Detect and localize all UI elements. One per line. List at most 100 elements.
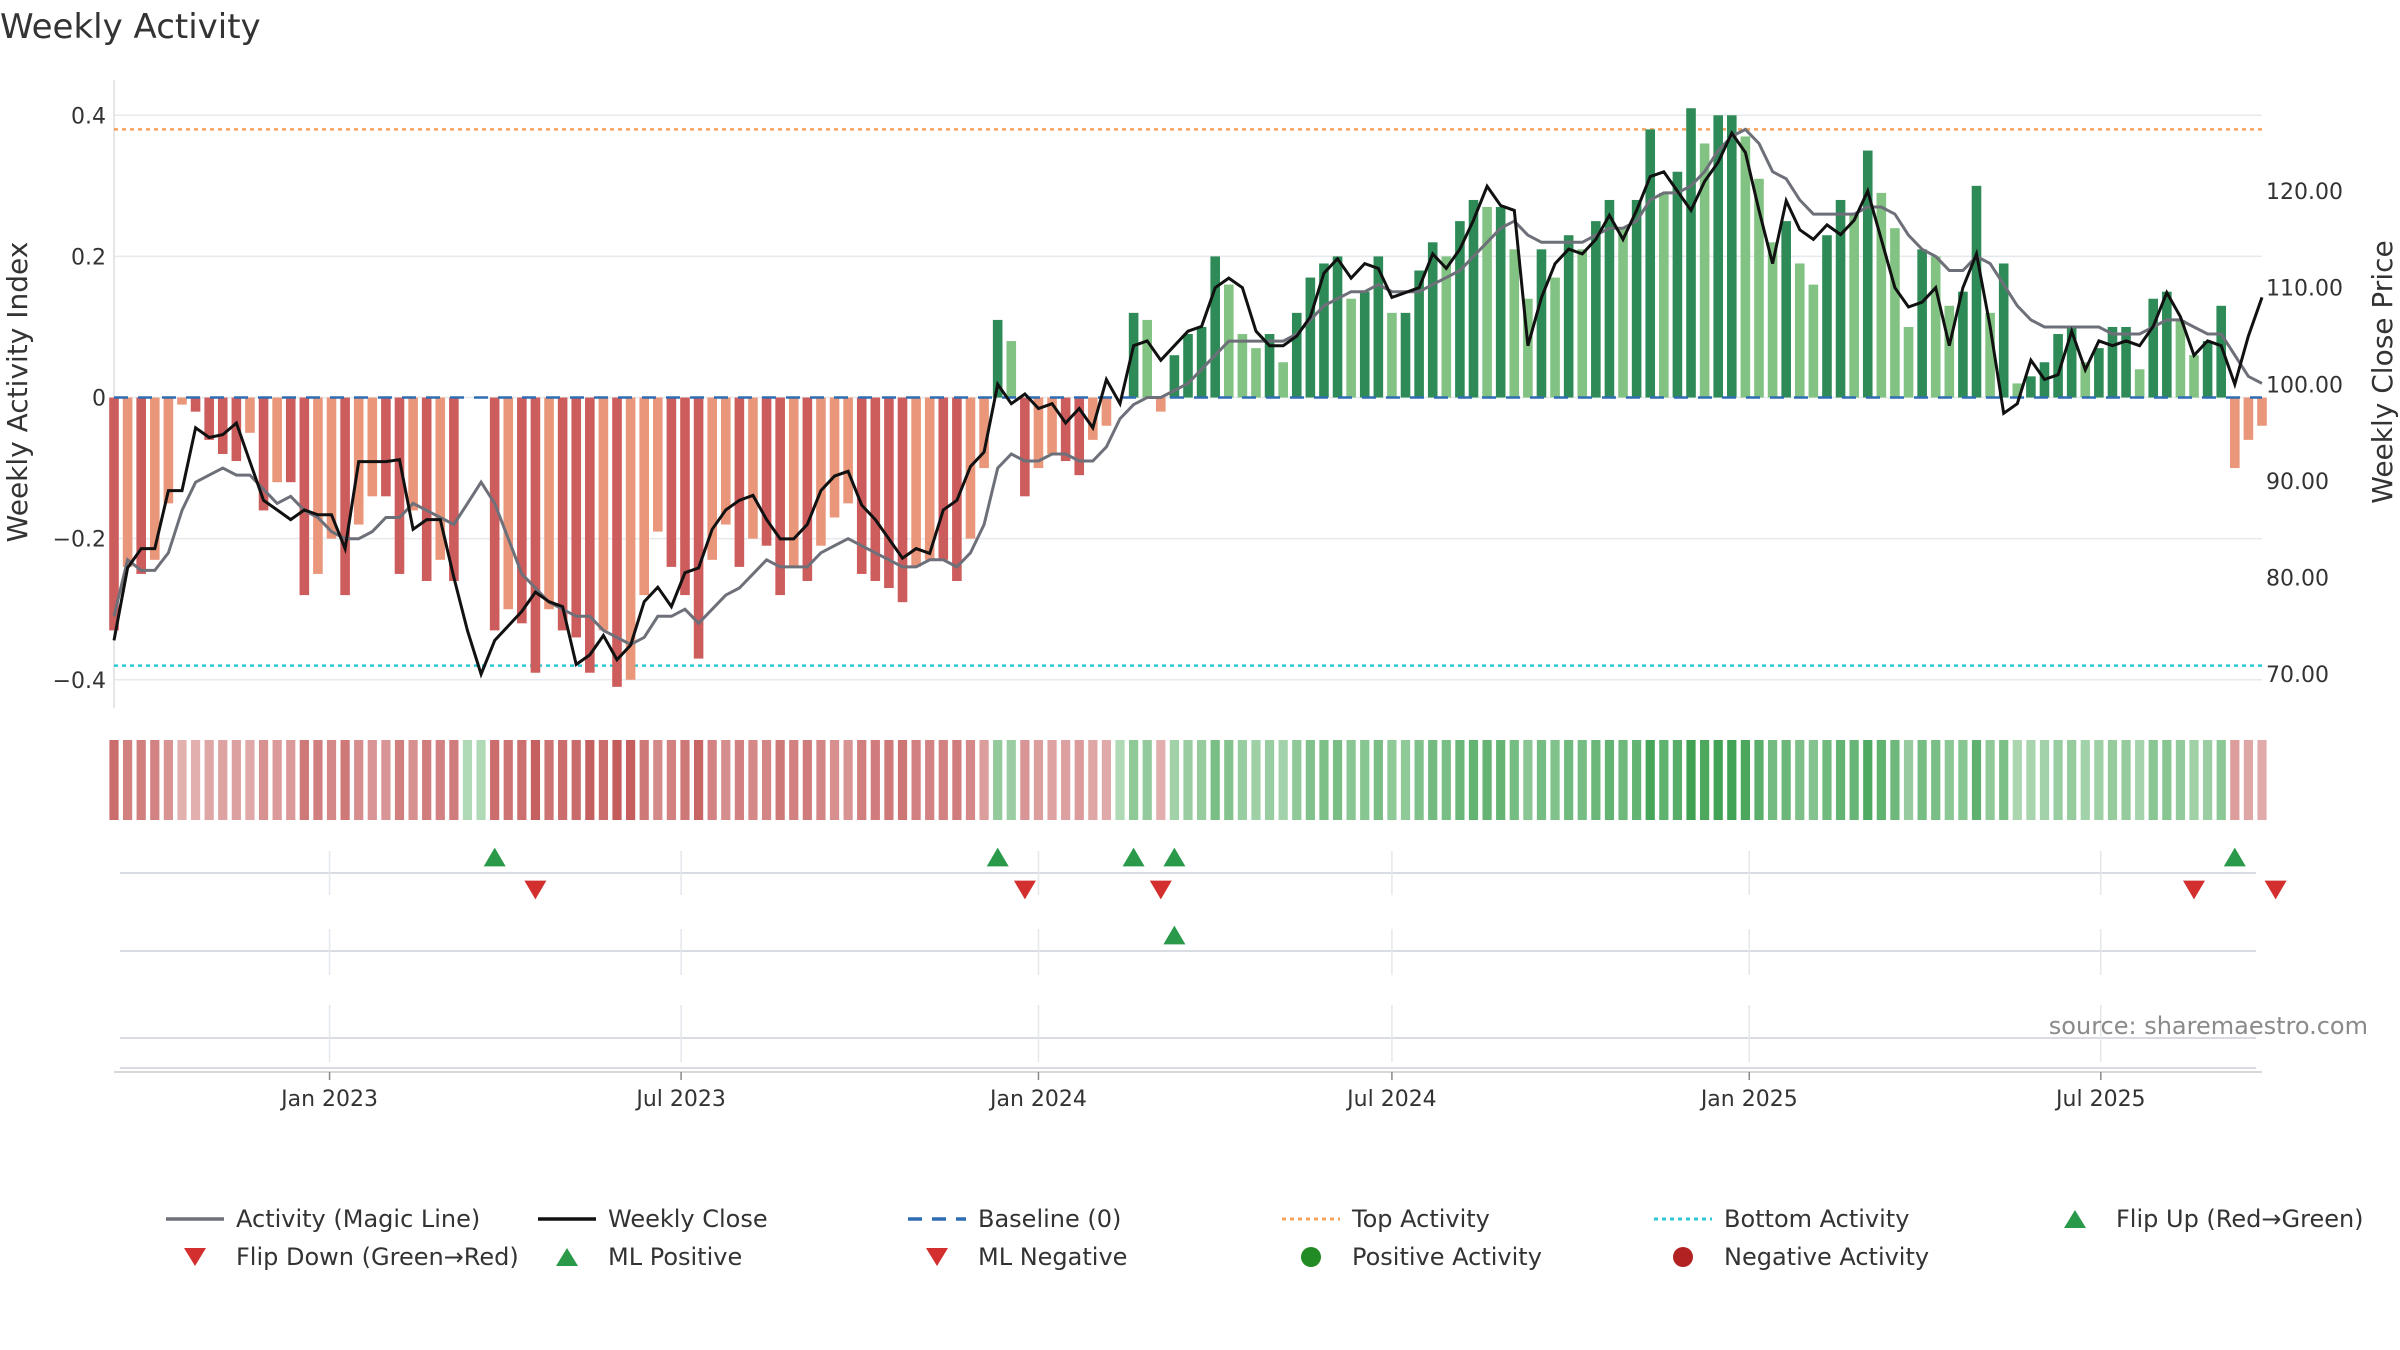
heat-cell — [1618, 740, 1628, 820]
activity-bar — [1631, 199, 1642, 398]
heat-cell — [503, 740, 513, 820]
activity-bar — [2107, 326, 2118, 398]
activity-bar — [1142, 319, 1153, 398]
activity-bar — [897, 397, 908, 603]
heat-cell — [1251, 740, 1261, 820]
legend-item-ml_neg: ML Negative — [926, 1243, 1127, 1271]
heat-cell — [272, 740, 282, 820]
activity-bar — [1006, 341, 1017, 398]
heat-cell — [1305, 740, 1315, 820]
activity-bar — [258, 397, 269, 511]
activity-bar — [1862, 150, 1873, 398]
magic-line — [112, 127, 2263, 647]
heat-cell — [2148, 740, 2158, 820]
activity-bar — [1835, 199, 1846, 398]
activity-bar — [2012, 383, 2023, 398]
activity-bar — [2257, 397, 2267, 426]
activity-bar — [788, 397, 799, 567]
chart-title: Weekly Activity — [0, 7, 261, 47]
heat-cell — [870, 740, 880, 820]
activity-bar — [489, 397, 500, 631]
heat-cell — [1523, 740, 1533, 820]
activity-bar — [2134, 369, 2145, 398]
heat-cell — [313, 740, 323, 820]
activity-bar — [1509, 249, 1520, 398]
heat-cell — [1033, 740, 1044, 820]
right-tick-label: 110.00 — [2266, 277, 2343, 302]
heat-cell — [1931, 740, 1941, 820]
activity-bar — [122, 397, 133, 567]
heat-cell — [965, 740, 976, 820]
flip-up-marker — [986, 847, 1009, 867]
activity-bar — [2202, 341, 2213, 398]
legend-swatch — [184, 1248, 206, 1266]
activity-bar — [1577, 249, 1588, 398]
heat-cell — [1468, 740, 1479, 820]
activity-bar — [109, 397, 119, 631]
heat-cell — [1577, 740, 1587, 820]
heat-cell — [1428, 740, 1438, 820]
heat-cell — [1346, 740, 1356, 820]
activity-bar — [503, 397, 514, 610]
activity-bar — [1237, 334, 1248, 398]
activity-bar — [1291, 312, 1302, 398]
activity-bar — [2053, 334, 2063, 398]
heat-cell — [1672, 740, 1683, 820]
flip-down-marker — [2264, 880, 2287, 900]
activity-bar — [680, 397, 690, 596]
activity-bar — [1482, 207, 1492, 398]
heat-cell — [1890, 740, 1900, 820]
heat-cell — [843, 740, 853, 820]
heat-cell — [1767, 740, 1778, 820]
heat-cell — [1169, 740, 1180, 820]
activity-bar — [1156, 397, 1166, 412]
heat-cell — [816, 740, 826, 820]
activity-bar — [1618, 228, 1628, 398]
activity-bar — [204, 397, 214, 440]
heat-cell — [286, 740, 296, 820]
legend-item-close: Weekly Close — [538, 1205, 768, 1233]
heat-cell — [190, 740, 201, 820]
activity-bar — [707, 397, 717, 560]
legend: Activity (Magic Line) Weekly Close Baselin… — [166, 1205, 2364, 1271]
heat-cell — [1999, 740, 2009, 820]
heat-cell — [1713, 740, 1723, 820]
heat-cell — [1264, 740, 1275, 820]
activity-bar — [612, 397, 622, 687]
heat-cell — [1971, 740, 1982, 820]
left-tick-label: 0 — [92, 387, 106, 412]
activity-bar — [326, 397, 337, 539]
activity-bar — [1387, 312, 1397, 398]
activity-bar — [720, 397, 731, 525]
left-tick-label: −0.2 — [53, 528, 106, 553]
heat-cell — [993, 740, 1003, 820]
left-tick-label: −0.4 — [53, 669, 106, 694]
activity-bar — [1985, 312, 1995, 398]
heat-cell — [734, 740, 744, 820]
heat-cell — [2094, 740, 2104, 820]
activity-bar — [1903, 326, 1914, 398]
activity-bar — [1074, 397, 1085, 476]
activity-bar — [136, 397, 146, 574]
legend-label: ML Negative — [978, 1243, 1127, 1271]
heat-cell — [258, 740, 269, 820]
heat-cell — [585, 740, 595, 820]
activity-bar — [1414, 270, 1424, 398]
legend-item-neg_act: Negative Activity — [1673, 1243, 1929, 1271]
heat-cell — [707, 740, 717, 820]
activity-bar — [1455, 221, 1465, 398]
heat-cell — [1278, 740, 1288, 820]
heat-cell — [571, 740, 581, 820]
x-tick-label: Jul 2023 — [634, 1087, 726, 1112]
activity-bar — [2148, 298, 2159, 398]
x-tick-label: Jul 2024 — [1345, 1087, 1437, 1112]
activity-bar — [1523, 298, 1533, 398]
heat-cell — [598, 740, 609, 820]
legend-item-top: Top Activity — [1282, 1205, 1490, 1233]
source-label: source: sharemaestro.com — [2049, 1012, 2368, 1040]
activity-bar — [1808, 284, 1819, 398]
activity-bar — [598, 397, 609, 631]
heat-cell — [1659, 740, 1669, 820]
activity-bar — [1767, 242, 1778, 398]
activity-bar — [1645, 129, 1656, 398]
